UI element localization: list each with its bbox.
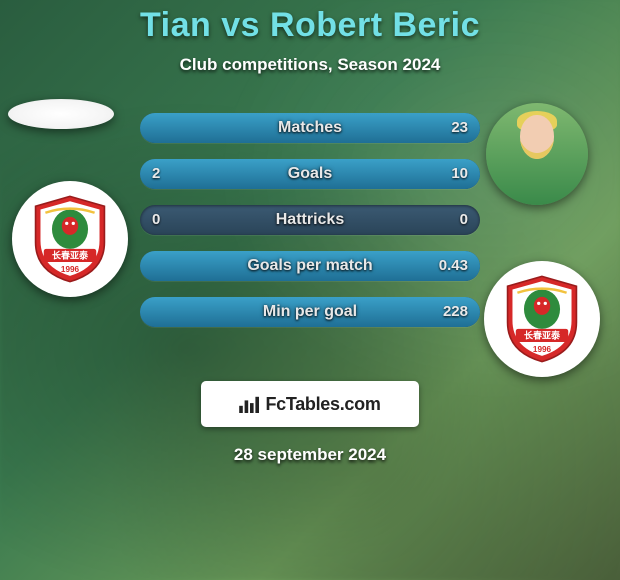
player-left-club-badge: 长春亚泰 1996 <box>12 181 128 297</box>
club-badge-graphic: 长春亚泰 1996 <box>484 261 600 377</box>
subtitle: Club competitions, Season 2024 <box>0 55 620 75</box>
stat-value-right: 0.43 <box>439 251 468 281</box>
date-text: 28 september 2024 <box>0 445 620 465</box>
svg-text:长春亚泰: 长春亚泰 <box>524 330 561 341</box>
watermark: FcTables.com <box>201 381 419 427</box>
shield-icon: 长春亚泰 1996 <box>501 273 583 365</box>
stat-bars: Matches23 Goals2 10 Hattricks0 0 Goals per ma… <box>140 113 480 343</box>
comparison-card: Tian vs Robert Beric Club competitions, … <box>0 0 620 465</box>
stat-row: Min per goal228 <box>140 297 480 327</box>
stat-row: Matches23 <box>140 113 480 143</box>
player-left-avatar <box>8 99 114 129</box>
svg-text:1996: 1996 <box>533 345 552 354</box>
page-title: Tian vs Robert Beric <box>0 6 620 45</box>
stat-value-right: 0 <box>460 205 468 235</box>
stat-value-left: 0 <box>152 205 160 235</box>
stat-label: Matches <box>140 113 480 143</box>
stat-row: Goals per match0.43 <box>140 251 480 281</box>
stat-row: Goals2 10 <box>140 159 480 189</box>
stat-row: Hattricks0 0 <box>140 205 480 235</box>
stat-value-right: 228 <box>443 297 468 327</box>
player-right-avatar <box>486 103 588 205</box>
shield-icon: 长春亚泰 1996 <box>29 193 111 285</box>
badge-banner-text: 长春亚泰 <box>52 250 89 261</box>
stat-label: Hattricks <box>140 205 480 235</box>
stats-area: 长春亚泰 1996 <box>0 113 620 353</box>
club-badge-graphic: 长春亚泰 1996 <box>12 181 128 297</box>
stat-label: Goals <box>140 159 480 189</box>
stat-label: Min per goal <box>140 297 480 327</box>
player-right-club-badge: 长春亚泰 1996 <box>484 261 600 377</box>
bar-chart-icon <box>239 395 261 413</box>
stat-value-right: 23 <box>451 113 468 143</box>
badge-year: 1996 <box>61 265 80 274</box>
watermark-text: FcTables.com <box>265 394 380 415</box>
stat-value-left: 2 <box>152 159 160 189</box>
stat-value-right: 10 <box>451 159 468 189</box>
stat-label: Goals per match <box>140 251 480 281</box>
